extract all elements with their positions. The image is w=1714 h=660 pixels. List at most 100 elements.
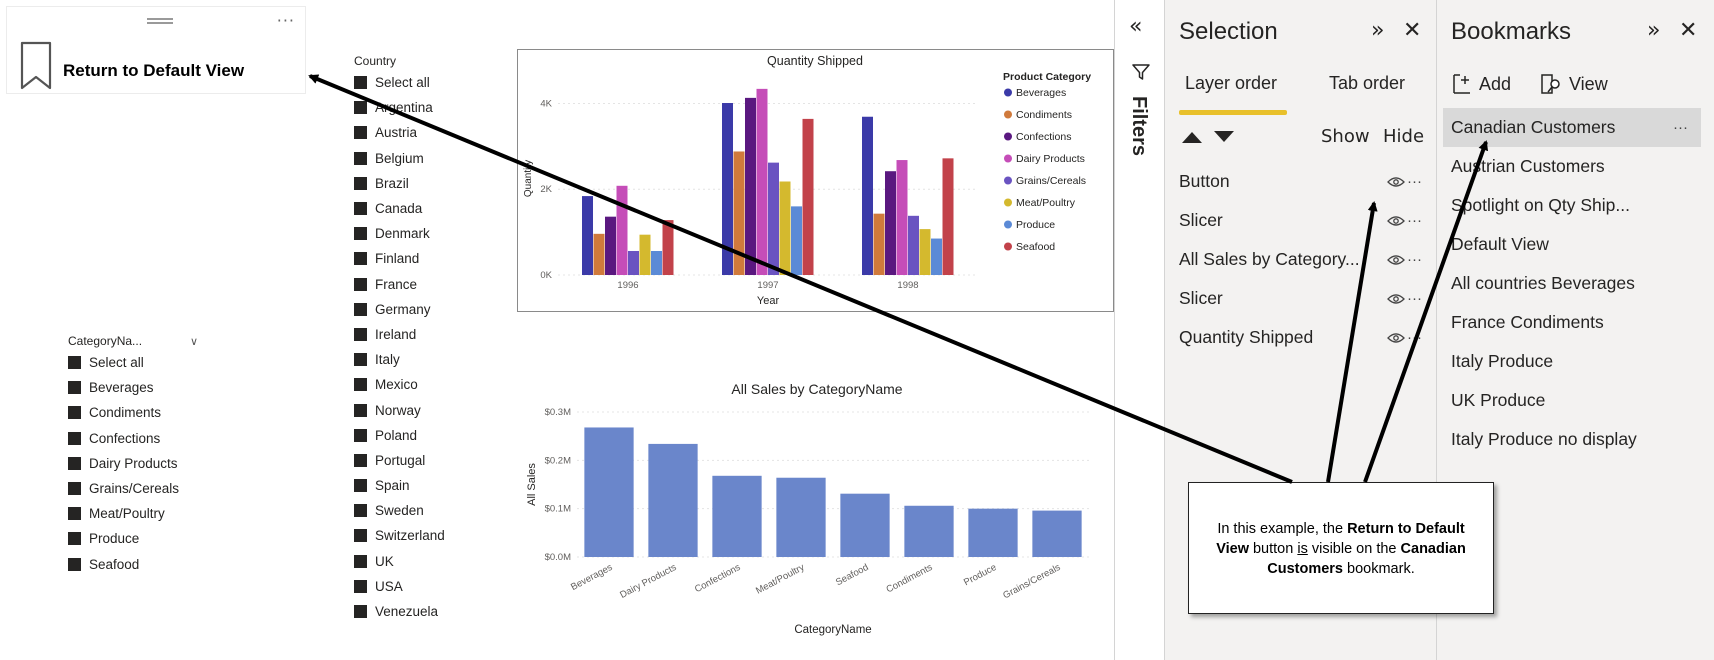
bookmark-item[interactable]: UK Produce	[1443, 381, 1701, 420]
bar-dairy-products[interactable]	[648, 443, 698, 557]
checkbox[interactable]	[68, 507, 81, 521]
layer-row[interactable]: All Sales by Category... ···	[1179, 240, 1429, 279]
checkbox[interactable]	[68, 482, 81, 496]
filters-label[interactable]: Filters	[1128, 96, 1150, 157]
country-slicer-item[interactable]: Austria	[354, 120, 504, 145]
bar-grains-cereals[interactable]	[1032, 510, 1082, 557]
eye-icon[interactable]	[1385, 215, 1407, 227]
move-up-icon[interactable]	[1181, 130, 1203, 144]
filters-pane-collapsed[interactable]: « Filters	[1114, 0, 1164, 660]
checkbox[interactable]	[354, 428, 367, 442]
checkbox[interactable]	[354, 529, 367, 543]
bar-beverages-1996[interactable]	[582, 196, 593, 275]
expand-chevron-icon[interactable]: «	[1129, 14, 1143, 39]
return-to-default-view-button[interactable]: ··· Return to Default View	[6, 6, 306, 94]
bar-seafood[interactable]	[840, 493, 890, 557]
hide-all-button[interactable]: Hide	[1383, 126, 1425, 147]
bar-meat-poultry-1997[interactable]	[779, 181, 791, 275]
checkbox[interactable]	[354, 126, 367, 140]
bar-produce-1998[interactable]	[931, 238, 942, 275]
eye-icon[interactable]	[1385, 176, 1407, 188]
country-slicer-item[interactable]: Brazil	[354, 171, 504, 196]
checkbox[interactable]	[354, 403, 367, 417]
category-slicer-item[interactable]: Produce	[68, 526, 198, 551]
checkbox[interactable]	[68, 431, 81, 445]
more-options-icon[interactable]: ···	[1407, 212, 1422, 229]
layer-row[interactable]: Slicer ···	[1179, 279, 1429, 318]
bar-meat-poultry-1998[interactable]	[919, 229, 931, 275]
country-slicer-item[interactable]: France	[354, 272, 504, 297]
legend-entry[interactable]: Condiments	[1016, 109, 1072, 121]
more-options-icon[interactable]: ···	[276, 11, 295, 30]
bar-confections-1997[interactable]	[745, 97, 756, 275]
country-slicer-item[interactable]: USA	[354, 574, 504, 599]
bookmark-item[interactable]: Italy Produce	[1443, 342, 1701, 381]
country-slicer-item[interactable]: Italy	[354, 347, 504, 372]
country-slicer-item[interactable]: Select all	[354, 70, 504, 95]
checkbox[interactable]	[354, 151, 367, 165]
tab-layer-order[interactable]: Layer order	[1185, 73, 1278, 93]
bar-seafood-1998[interactable]	[942, 158, 954, 275]
country-slicer-item[interactable]: Poland	[354, 423, 504, 448]
checkbox[interactable]	[354, 101, 367, 115]
bar-beverages-1997[interactable]	[722, 103, 733, 275]
eye-icon[interactable]	[1385, 332, 1407, 344]
add-bookmark-button[interactable]: Add	[1451, 72, 1511, 96]
move-down-icon[interactable]	[1213, 130, 1235, 144]
country-slicer-item[interactable]: Mexico	[354, 372, 504, 397]
checkbox[interactable]	[68, 356, 81, 370]
checkbox[interactable]	[68, 406, 81, 420]
bookmark-item[interactable]: Italy Produce no display	[1443, 420, 1701, 459]
bookmark-item[interactable]: Canadian Customers ···	[1443, 108, 1701, 147]
checkbox[interactable]	[354, 227, 367, 241]
bar-condiments-1996[interactable]	[593, 233, 605, 275]
bookmark-item[interactable]: All countries Beverages	[1443, 264, 1701, 303]
tab-tab-order[interactable]: Tab order	[1329, 73, 1406, 93]
drag-grip-icon[interactable]	[147, 18, 173, 24]
country-slicer-item[interactable]: Portugal	[354, 448, 504, 473]
country-slicer-item[interactable]: Finland	[354, 246, 504, 271]
category-slicer-item[interactable]: Dairy Products	[68, 451, 198, 476]
bar-condiments-1998[interactable]	[873, 213, 885, 275]
close-icon[interactable]: ✕	[1679, 18, 1698, 43]
category-slicer-item[interactable]: Grains/Cereals	[68, 476, 198, 501]
category-slicer-item[interactable]: Confections	[68, 426, 198, 451]
eye-icon[interactable]	[1385, 293, 1407, 305]
country-slicer-item[interactable]: Denmark	[354, 221, 504, 246]
layer-row[interactable]: Slicer ···	[1179, 201, 1429, 240]
country-slicer-item[interactable]: Switzerland	[354, 523, 504, 548]
bar-produce[interactable]	[968, 508, 1018, 557]
checkbox[interactable]	[354, 554, 367, 568]
more-options-icon[interactable]: ···	[1407, 290, 1422, 307]
bookmark-item[interactable]: Default View	[1443, 225, 1701, 264]
country-slicer-item[interactable]: Venezuela	[354, 599, 504, 624]
country-slicer-item[interactable]: Canada	[354, 196, 504, 221]
bar-meat-poultry[interactable]	[776, 477, 826, 557]
category-slicer-item[interactable]: Meat/Poultry	[68, 501, 198, 526]
category-slicer-item[interactable]: Select all	[68, 350, 198, 375]
category-slicer-item[interactable]: Condiments	[68, 400, 198, 425]
checkbox[interactable]	[354, 479, 367, 493]
bookmark-item[interactable]: Spotlight on Qty Ship...	[1443, 186, 1701, 225]
layer-row[interactable]: Button ···	[1179, 162, 1429, 201]
bar-condiments[interactable]	[904, 505, 954, 557]
view-bookmark-button[interactable]: View	[1539, 72, 1608, 96]
checkbox[interactable]	[354, 176, 367, 190]
eye-icon[interactable]	[1385, 254, 1407, 266]
checkbox[interactable]	[354, 76, 367, 90]
checkbox[interactable]	[68, 456, 81, 470]
bar-condiments-1997[interactable]	[733, 151, 745, 275]
legend-entry[interactable]: Dairy Products	[1016, 153, 1085, 165]
checkbox[interactable]	[354, 252, 367, 266]
checkbox[interactable]	[354, 202, 367, 216]
bar-beverages-1998[interactable]	[862, 116, 873, 276]
bar-confections-1996[interactable]	[605, 216, 616, 275]
bookmark-item[interactable]: France Condiments	[1443, 303, 1701, 342]
bar-meat-poultry-1996[interactable]	[639, 234, 651, 275]
checkbox[interactable]	[354, 302, 367, 316]
layer-row[interactable]: Quantity Shipped ···	[1179, 318, 1429, 357]
checkbox[interactable]	[354, 605, 367, 619]
country-slicer-item[interactable]: Argentina	[354, 95, 504, 120]
country-slicer-item[interactable]: Sweden	[354, 498, 504, 523]
bookmark-item[interactable]: Austrian Customers	[1443, 147, 1701, 186]
